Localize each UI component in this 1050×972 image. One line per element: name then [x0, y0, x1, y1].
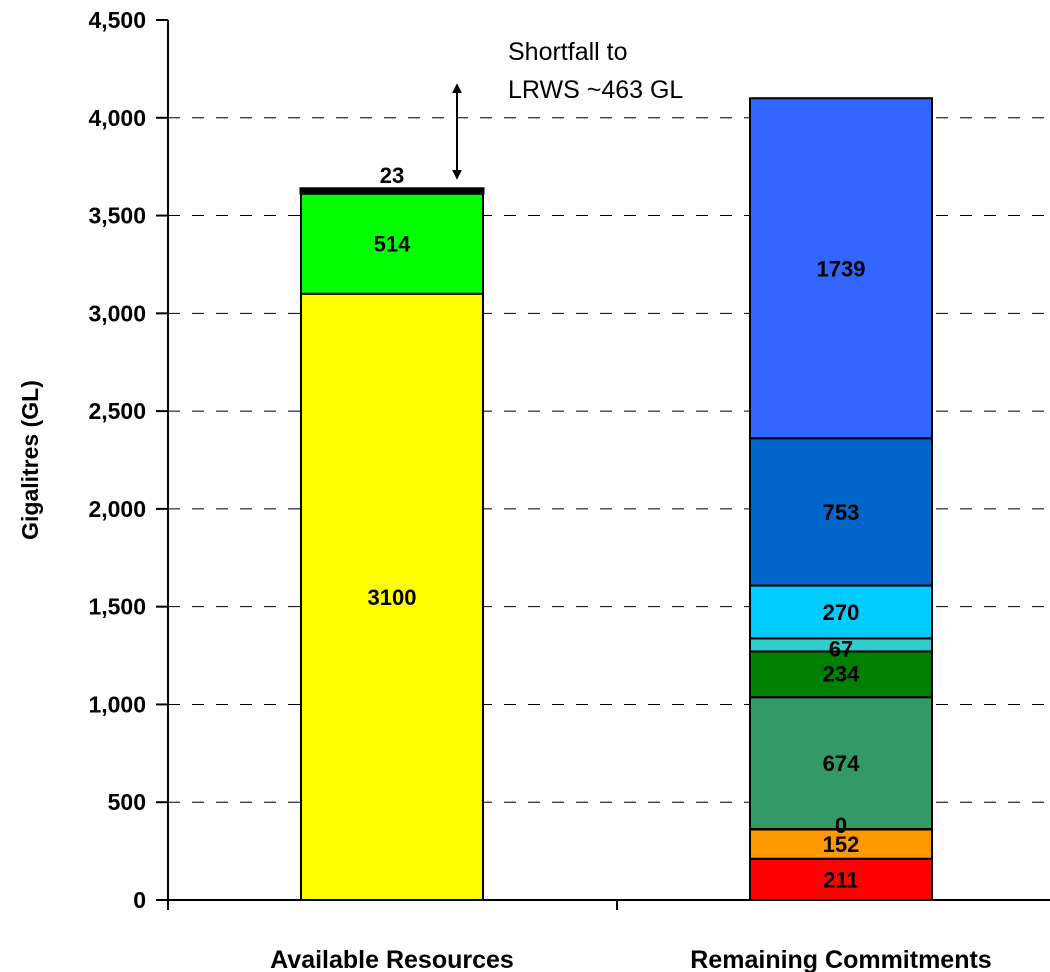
- bar-segment-674: [749, 696, 933, 831]
- bars: [299, 97, 933, 902]
- y-axis-title: Gigalitres (GL): [17, 380, 43, 540]
- data-label-514: 514: [374, 232, 411, 257]
- annotation-line-1: Shortfall to: [508, 38, 628, 66]
- labels: 0 500 1,000 1,500 2,000 2,500 3,000 3,500 4,000 4…: [88, 7, 991, 972]
- y-tick-label: 2,500: [88, 398, 146, 424]
- data-label-234: 234: [823, 661, 860, 686]
- bar-segment-3100: [300, 292, 484, 901]
- y-tick-label: 1,000: [88, 691, 146, 717]
- y-tick-label: 4,000: [88, 105, 146, 131]
- bar-segment-270: [749, 584, 933, 640]
- shortfall-annotation: Shortfall to LRWS ~463 GL: [452, 38, 683, 180]
- axes: [156, 19, 1050, 910]
- data-label-23: 23: [380, 163, 404, 188]
- y-tick-label: 1,500: [88, 594, 146, 620]
- data-label-67: 67: [829, 636, 853, 661]
- data-label-753: 753: [823, 500, 860, 525]
- data-label-0: 0: [835, 813, 847, 838]
- data-label-152: 152: [823, 832, 860, 857]
- bar-segment-1739: [749, 97, 933, 440]
- bar-segment-234: [749, 650, 933, 699]
- data-label-674: 674: [823, 751, 860, 776]
- bar-segment-23: [299, 187, 485, 195]
- y-tick-label: 0: [133, 887, 146, 913]
- bar-segment-211: [749, 857, 933, 902]
- data-label-3100: 3100: [368, 585, 417, 610]
- bar-segment-152: [749, 828, 933, 860]
- y-tick-label: 3,000: [88, 300, 146, 326]
- data-label-1739: 1739: [817, 256, 866, 281]
- annotation-line-2: LRWS ~463 GL: [508, 76, 683, 104]
- y-tick-label: 3,500: [88, 203, 146, 229]
- y-tick-label: 500: [108, 789, 146, 815]
- x-category-label: Available Resources: [270, 946, 514, 972]
- y-tick-label: 4,500: [88, 7, 146, 33]
- data-label-211: 211: [823, 867, 859, 892]
- x-category-label: Remaining Commitments: [690, 946, 991, 972]
- y-tick-label: 2,000: [88, 496, 146, 522]
- data-label-270: 270: [823, 600, 860, 625]
